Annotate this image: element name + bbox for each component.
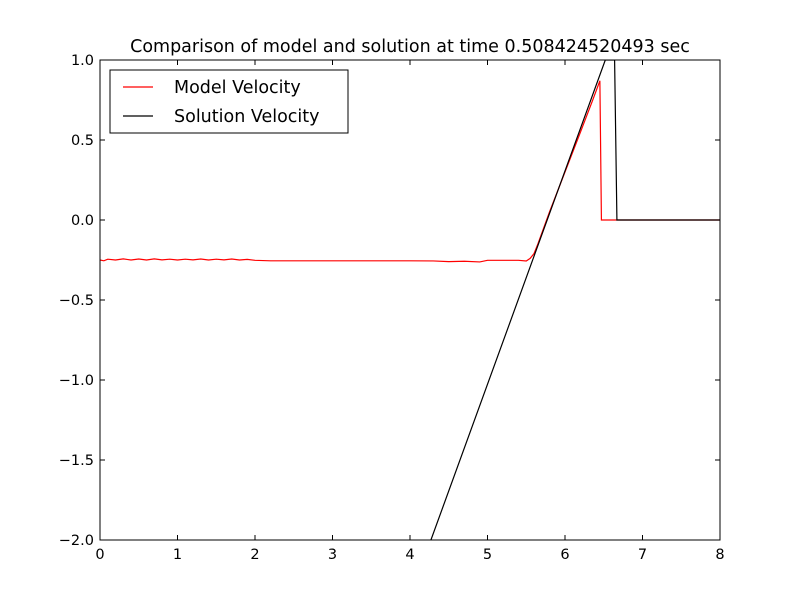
x-tick-label: 5 bbox=[483, 547, 492, 563]
x-tick-label: 1 bbox=[173, 547, 182, 563]
plot-frame bbox=[99, 59, 721, 541]
x-tick-label: 3 bbox=[328, 547, 337, 563]
x-tick-label: 0 bbox=[95, 547, 104, 563]
series-layer bbox=[100, 60, 720, 540]
legend: Model Velocity Solution Velocity bbox=[109, 69, 349, 134]
y-tick-label: −1.5 bbox=[59, 453, 94, 469]
legend-label-1: Solution Velocity bbox=[174, 107, 320, 127]
series-line-1 bbox=[430, 60, 720, 540]
y-tick-label: 0.0 bbox=[71, 213, 94, 229]
legend-frame bbox=[109, 69, 349, 134]
y-tick-label: −0.5 bbox=[59, 293, 94, 309]
x-tick-label: 8 bbox=[715, 547, 724, 563]
legend-label-0: Model Velocity bbox=[174, 78, 301, 98]
y-tick-label: 1.0 bbox=[71, 53, 94, 69]
x-tick-label: 4 bbox=[405, 547, 414, 563]
x-tick-label: 7 bbox=[638, 547, 647, 563]
series-line-0 bbox=[100, 80, 720, 263]
y-tick-label: 0.5 bbox=[71, 133, 94, 149]
chart-title: Comparison of model and solution at time… bbox=[130, 37, 690, 57]
x-tick-label: 2 bbox=[250, 547, 259, 563]
y-tick-label: −1.0 bbox=[59, 373, 94, 389]
tick-layer: 0 1 2 3 4 5 6 7 8 1.0 0.5 0.0 −0.5 −1.0 −1.5 −2.0 bbox=[59, 53, 725, 563]
y-tick-label: −2.0 bbox=[59, 533, 94, 549]
x-tick-label: 6 bbox=[560, 547, 569, 563]
